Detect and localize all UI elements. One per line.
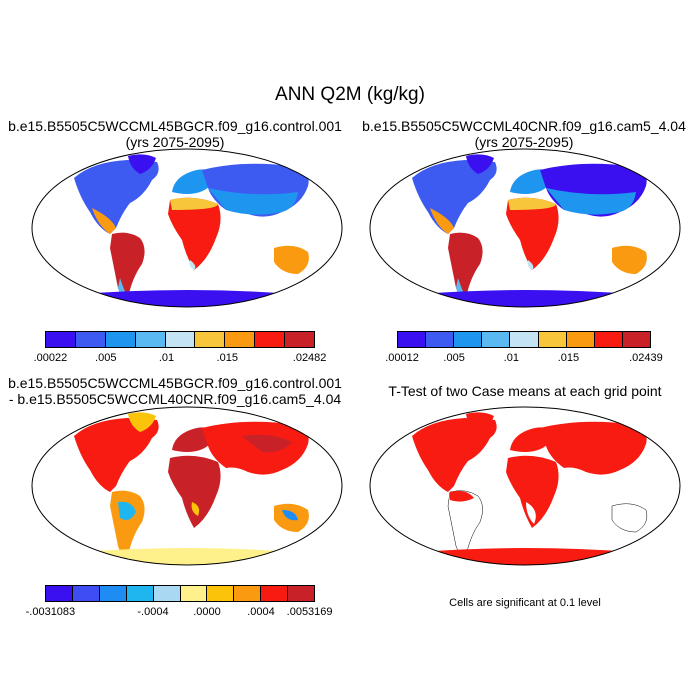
panel1-title: b.e15.B5505C5WCCML45BGCR.f09_g16.control… bbox=[0, 118, 350, 150]
colorbar-segment bbox=[285, 332, 315, 347]
colorbar-segment bbox=[538, 332, 567, 347]
colorbar-panel2-swatches bbox=[397, 331, 651, 348]
colorbar-tick-label: .0004 bbox=[247, 606, 275, 618]
panel1-title-line1: b.e15.B5505C5WCCML45BGCR.f09_g16.control… bbox=[8, 118, 342, 134]
colorbar-segment bbox=[426, 332, 455, 347]
colorbar-tick-label: .005 bbox=[95, 352, 117, 364]
panel1-title-line2: (yrs 2075-2095) bbox=[125, 134, 225, 150]
colorbar-tick-label: -.0031083 bbox=[25, 606, 76, 618]
colorbar-segment bbox=[454, 332, 483, 347]
colorbar-panel2: .00012 .005 .01 .015 .02439 bbox=[385, 331, 663, 364]
colorbar-segment bbox=[288, 586, 315, 601]
panel2-title: b.e15.B5505C5WCCML40CNR.f09_g16.cam5_4.0… bbox=[348, 118, 700, 150]
colorbar-segment bbox=[594, 332, 623, 347]
colorbar-segment bbox=[126, 586, 154, 601]
panel3-title: b.e15.B5505C5WCCML45BGCR.f09_g16.control… bbox=[0, 375, 350, 407]
panel3-title-line2: - b.e15.B5505C5WCCML40CNR.f09_g16.cam5_4… bbox=[8, 391, 342, 407]
colorbar-segment bbox=[234, 586, 262, 601]
panel2-title-line1: b.e15.B5505C5WCCML40CNR.f09_g16.cam5_4.0… bbox=[362, 118, 686, 134]
colorbar-segment bbox=[165, 332, 196, 347]
colorbar-segment bbox=[75, 332, 106, 347]
colorbar-segment bbox=[105, 332, 136, 347]
map-panel4 bbox=[369, 406, 681, 566]
colorbar-tick-label: .005 bbox=[443, 352, 465, 364]
colorbar-segment bbox=[72, 586, 100, 601]
colorbar-panel3: -.0031083 -.0004 .0000 .0004 .0053169 bbox=[26, 585, 333, 618]
colorbar-segment bbox=[46, 332, 76, 347]
panel3-title-line1: b.e15.B5505C5WCCML45BGCR.f09_g16.control… bbox=[8, 375, 342, 391]
colorbar-segment bbox=[99, 586, 127, 601]
map-panel3 bbox=[31, 406, 343, 566]
figure-title: ANN Q2M (kg/kg) bbox=[275, 84, 425, 105]
colorbar-tick-label: .01 bbox=[503, 352, 519, 364]
colorbar-tick-label: .02439 bbox=[629, 352, 663, 364]
map-panel1 bbox=[31, 148, 343, 308]
colorbar-tick-label: .01 bbox=[158, 352, 175, 364]
colorbar-segment bbox=[46, 586, 73, 601]
colorbar-segment bbox=[261, 586, 289, 601]
colorbar-segment bbox=[398, 332, 427, 347]
colorbar-segment bbox=[622, 332, 650, 347]
colorbar-tick-label: .00012 bbox=[385, 352, 419, 364]
panel4-title: T-Test of two Case means at each grid po… bbox=[350, 383, 700, 399]
colorbar-segment bbox=[225, 332, 256, 347]
panel2-title-line2: (yrs 2075-2095) bbox=[474, 134, 574, 150]
colorbar-tick-label: -.0004 bbox=[137, 606, 169, 618]
colorbar-segment bbox=[510, 332, 539, 347]
colorbar-segment bbox=[135, 332, 166, 347]
colorbar-tick-label: .015 bbox=[216, 352, 238, 364]
colorbar-segment bbox=[255, 332, 286, 347]
colorbar-tick-label: .00022 bbox=[33, 352, 68, 364]
colorbar-segment bbox=[207, 586, 235, 601]
colorbar-segment bbox=[482, 332, 511, 347]
colorbar-panel1: .00022 .005 .01 .015 .02482 bbox=[34, 331, 326, 364]
colorbar-tick-label: .0000 bbox=[193, 606, 221, 618]
colorbar-tick-label: .02482 bbox=[292, 352, 327, 364]
colorbar-panel1-swatches bbox=[45, 331, 315, 348]
ttest-footnote: Cells are significant at 0.1 level bbox=[449, 597, 601, 609]
colorbar-segment bbox=[153, 586, 181, 601]
colorbar-segment bbox=[180, 586, 208, 601]
colorbar-tick-label: .015 bbox=[557, 352, 580, 364]
colorbar-segment bbox=[566, 332, 595, 347]
colorbar-tick-label: .0053169 bbox=[286, 606, 333, 618]
panel4-title-line1: T-Test of two Case means at each grid po… bbox=[388, 383, 662, 399]
map-panel2 bbox=[369, 148, 681, 308]
colorbar-panel3-swatches bbox=[45, 585, 315, 602]
colorbar-segment bbox=[195, 332, 226, 347]
